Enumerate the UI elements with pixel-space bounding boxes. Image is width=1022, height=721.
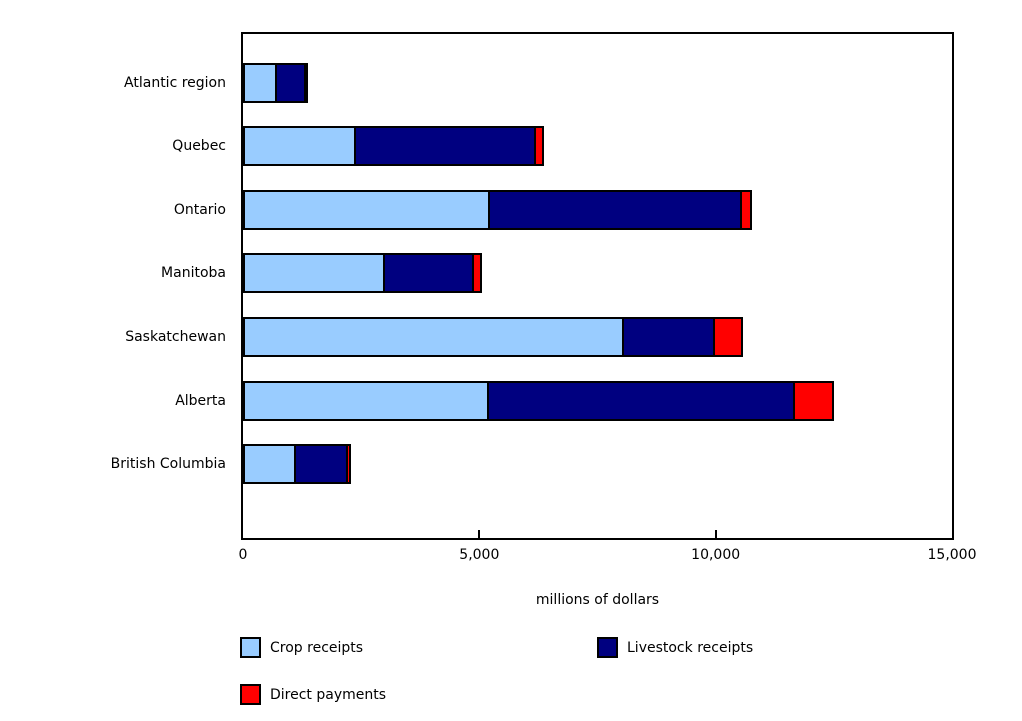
legend-item-crop-receipts: Crop receipts — [240, 637, 363, 658]
x-axis-tick-label: 5,000 — [459, 547, 500, 563]
bar-row — [243, 62, 308, 103]
bar-segment-livestock-receipts — [487, 380, 796, 421]
y-axis-label: Saskatchewan — [125, 328, 226, 345]
plot-area — [241, 32, 954, 540]
x-axis-title: millions of dollars — [535, 592, 660, 608]
bar-segment-direct-payments — [303, 62, 308, 103]
bar-segment-direct-payments — [713, 316, 743, 357]
bar-segment-livestock-receipts — [622, 316, 716, 357]
y-axis-label: Manitoba — [161, 265, 226, 282]
bar-segment-livestock-receipts — [274, 62, 306, 103]
legend-item-label: Crop receipts — [270, 639, 364, 656]
y-axis-label: Alberta — [175, 392, 226, 409]
bar-segment-direct-payments — [793, 380, 835, 421]
bar-segment-direct-payments — [345, 444, 351, 485]
legend-item-label: Direct payments — [270, 686, 387, 703]
bar-segment-livestock-receipts — [293, 444, 348, 485]
x-axis-tick-label: 10,000 — [691, 547, 741, 563]
bar-segment-crop-receipts — [243, 253, 385, 294]
y-axis-labels: Atlantic region Quebec Ontario Manitoba Sask… — [0, 0, 226, 540]
bar-segment-crop-receipts — [243, 126, 356, 167]
bar-segment-crop-receipts — [243, 316, 625, 357]
legend-item-direct-payments: Direct payments — [240, 684, 386, 705]
bar-segment-livestock-receipts — [488, 189, 743, 230]
bar-row — [243, 444, 351, 485]
bar-segment-crop-receipts — [243, 380, 490, 421]
x-axis-tick — [714, 530, 717, 538]
bar-segment-direct-payments — [534, 126, 545, 167]
crop-receipts-swatch — [240, 637, 261, 658]
bar-segment-livestock-receipts — [353, 126, 537, 167]
legend-item-label: Livestock receipts — [627, 639, 754, 656]
bar-row — [243, 189, 752, 230]
y-axis-label: Ontario — [173, 201, 226, 218]
x-axis-tick — [478, 530, 481, 538]
bar-segment-crop-receipts — [243, 444, 296, 485]
y-axis-label: Quebec — [172, 138, 226, 155]
bar-row — [243, 316, 743, 357]
bar-segment-livestock-receipts — [382, 253, 475, 294]
bar-segment-direct-payments — [472, 253, 483, 294]
bar-segment-direct-payments — [740, 189, 752, 230]
bar-row — [243, 253, 483, 294]
legend-item-livestock-receipts: Livestock receipts — [597, 637, 753, 658]
direct-payments-swatch — [240, 684, 261, 705]
livestock-receipts-swatch — [597, 637, 618, 658]
x-axis-tick-label: 0 — [238, 547, 248, 563]
y-axis-label: British Columbia — [110, 456, 226, 473]
bar-row — [243, 380, 835, 421]
y-axis-label: Atlantic region — [124, 74, 226, 91]
bar-segment-crop-receipts — [243, 189, 491, 230]
bar-segment-crop-receipts — [243, 62, 277, 103]
x-axis-tick-label: 15,000 — [927, 547, 977, 563]
bar-row — [243, 126, 545, 167]
